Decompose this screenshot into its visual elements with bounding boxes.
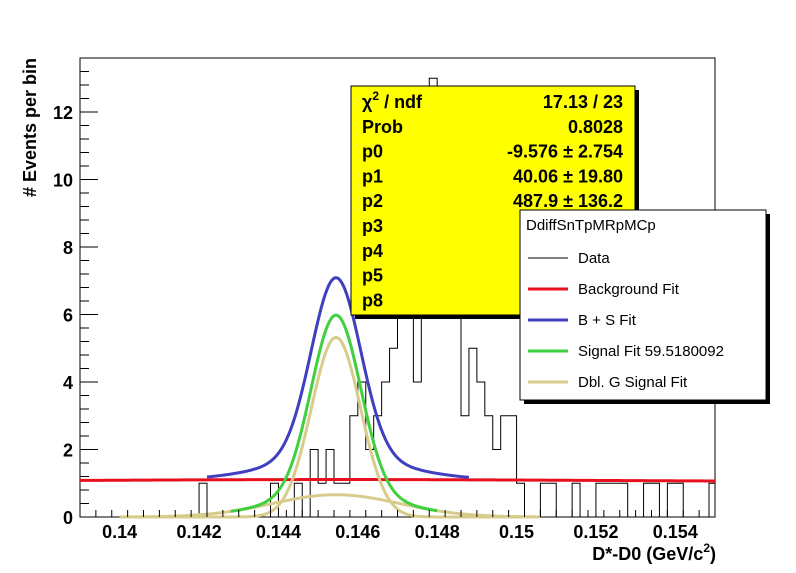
x-tick-label: 0.152 (573, 522, 618, 542)
legend-entry-label: Data (578, 250, 610, 267)
y-tick-label: 12 (53, 103, 73, 123)
legend-entry-label: Dbl. G Signal Fit (578, 374, 688, 391)
legend-entry-label: Background Fit (578, 281, 680, 298)
y-axis-title: # Events per bin (20, 58, 40, 197)
stats-row-name: p3 (362, 216, 383, 236)
background-fit-curve (79, 478, 715, 483)
stats-row-name: p2 (362, 191, 383, 211)
stats-row-name: p8 (362, 290, 383, 310)
stats-row-name: p0 (362, 142, 383, 162)
fit-stats-box: χ2 / ndf 17.13 / 23 Prob 0.8028 p0 -9.576 ± 2… (350, 85, 639, 319)
legend-entry-label: Signal Fit 59.5180092 (578, 343, 724, 360)
x-axis: 0.14 0.142 0.144 0.146 0.148 0.15 0.152 0.154 (79, 510, 716, 542)
stats-row-name: p1 (362, 166, 383, 186)
x-tick-label: 0.144 (256, 522, 301, 542)
stats-row-value: 40.06 ± 19.80 (513, 166, 623, 186)
legend-entry-label: B + S Fit (578, 312, 637, 329)
stats-row-value: 0.8028 (568, 117, 623, 137)
stats-row-value: 17.13 / 23 (543, 92, 623, 112)
x-tick-label: 0.148 (415, 522, 460, 542)
x-tick-label: 0.154 (653, 522, 698, 542)
stats-row-value: -9.576 ± 2.754 (507, 142, 623, 162)
x-tick-label: 0.15 (499, 522, 534, 542)
x-tick-label: 0.146 (335, 522, 380, 542)
y-axis: 0 2 4 6 8 10 12 (53, 57, 98, 528)
stats-row-name: Prob (362, 117, 403, 137)
stats-row-value: 487.9 ± 136.2 (513, 191, 623, 211)
x-axis-title: D*-D0 (GeV/c2) (592, 541, 716, 564)
y-tick-label: 8 (63, 238, 73, 258)
y-tick-label: 6 (63, 306, 73, 326)
dbl-g-signal-wide-curve (119, 493, 541, 519)
y-tick-label: 10 (53, 171, 73, 191)
x-tick-label: 0.142 (177, 522, 222, 542)
legend-box: DdiffSnTpMRpMCp Data Background Fit B + S … (519, 209, 770, 404)
signal-fit-curve (230, 313, 438, 513)
stats-row-name: p4 (362, 241, 383, 261)
y-tick-label: 0 (63, 508, 73, 528)
x-tick-label: 0.14 (102, 522, 137, 542)
dbl-g-signal-narrow-curve (119, 335, 541, 519)
legend-title: DdiffSnTpMRpMCp (526, 217, 656, 234)
y-tick-label: 2 (63, 441, 73, 461)
stats-row-name: χ2 / ndf (362, 89, 423, 112)
bs-fit-curve (206, 276, 470, 479)
stats-row-name: p5 (362, 266, 383, 286)
y-tick-label: 4 (63, 373, 73, 393)
